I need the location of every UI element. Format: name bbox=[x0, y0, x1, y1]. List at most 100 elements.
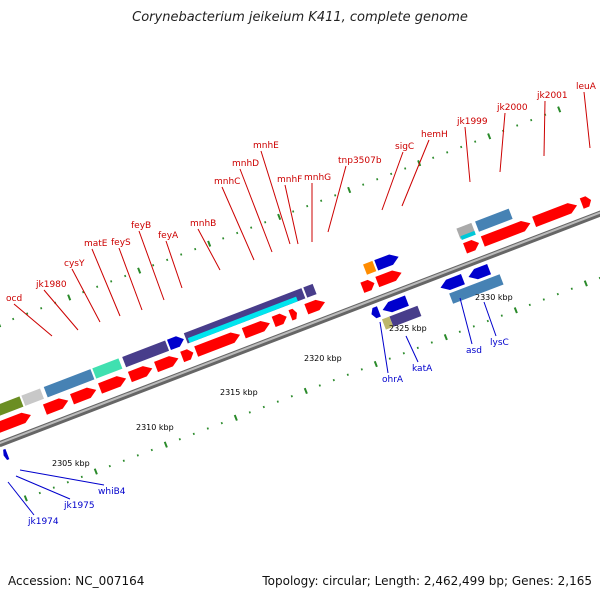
tick-mark bbox=[318, 384, 321, 387]
cds-arrow bbox=[463, 239, 480, 254]
tick-mark bbox=[180, 253, 183, 256]
leader-line bbox=[499, 112, 506, 173]
feature-shape bbox=[92, 358, 123, 379]
cds-arrow-shape bbox=[360, 279, 375, 293]
accession-text: Accession: NC_007164 bbox=[8, 574, 145, 588]
leader-line bbox=[405, 335, 419, 363]
gene-label-ocd: ocd bbox=[6, 294, 22, 304]
label-leaders bbox=[7, 91, 591, 516]
gene-label-jk1999: jk1999 bbox=[456, 117, 488, 127]
gene-label-feyS: feyS bbox=[111, 238, 131, 248]
gene-label-jk1980: jk1980 bbox=[35, 280, 67, 290]
tick-mark bbox=[557, 106, 562, 113]
cds-arrow-shape bbox=[463, 239, 480, 254]
cds-arrow-shape bbox=[532, 203, 578, 227]
map-title: Corynebacterium jeikeium K411, complete … bbox=[132, 10, 468, 25]
feature-shape bbox=[187, 296, 298, 343]
gene-label-leuA: leuA bbox=[576, 82, 597, 92]
leader-line bbox=[221, 186, 255, 261]
tick-mark bbox=[472, 325, 475, 328]
tick-mark bbox=[150, 448, 153, 452]
cds-arrow bbox=[579, 196, 592, 209]
cds-arrow-shape bbox=[271, 313, 287, 327]
tick-mark bbox=[530, 118, 533, 122]
tick-mark bbox=[542, 298, 545, 301]
gene-label-jk1975: jk1975 bbox=[63, 501, 95, 511]
tick-mark bbox=[320, 199, 323, 202]
gene-feature bbox=[43, 369, 95, 398]
tick-mark bbox=[250, 226, 253, 229]
cds-arrow-shape bbox=[480, 221, 531, 247]
gene-label-mnhD: mnhD bbox=[232, 159, 259, 169]
feature-shape bbox=[449, 274, 504, 304]
tick-mark bbox=[12, 317, 15, 321]
cds-arrow-shape bbox=[241, 320, 270, 339]
genome-summary-text: Topology: circular; Length: 2,462,499 bp… bbox=[262, 574, 592, 588]
cds-arrow-shape bbox=[288, 308, 297, 321]
scale-label: 2330 kbp bbox=[475, 293, 513, 302]
tick-mark bbox=[220, 421, 223, 425]
scale-label: 2315 kbp bbox=[220, 388, 258, 397]
tick-mark bbox=[82, 290, 85, 294]
tick-mark bbox=[362, 183, 365, 186]
tick-mark bbox=[194, 247, 197, 251]
leader-line bbox=[138, 230, 165, 301]
tick-mark bbox=[334, 194, 337, 197]
leader-line bbox=[381, 151, 404, 211]
tick-mark bbox=[108, 464, 111, 468]
gene-feature bbox=[92, 358, 123, 379]
cds-arrow bbox=[70, 387, 97, 405]
tick-mark bbox=[52, 486, 55, 489]
gene-label-jk1974: jk1974 bbox=[27, 517, 59, 527]
feature-shape bbox=[43, 369, 95, 398]
cds-arrow-shape bbox=[98, 376, 127, 394]
feature-shape bbox=[21, 388, 44, 406]
cds-arrow bbox=[288, 308, 297, 321]
cds-arrow-shape bbox=[166, 336, 184, 351]
cds-arrow bbox=[375, 270, 402, 288]
gene-label-mnhB: mnhB bbox=[190, 219, 216, 229]
tick-mark bbox=[346, 373, 349, 376]
tick-mark bbox=[556, 292, 559, 296]
tick-mark bbox=[277, 213, 282, 221]
cds-arrow-shape bbox=[42, 398, 69, 415]
leader-line bbox=[379, 321, 389, 374]
cds-arrow-shape bbox=[375, 270, 402, 288]
cds-arrow bbox=[360, 279, 375, 293]
gene-feature bbox=[166, 336, 184, 351]
tick-mark bbox=[166, 258, 169, 262]
leader-line bbox=[43, 289, 79, 331]
tick-mark bbox=[303, 387, 308, 395]
tick-mark bbox=[292, 210, 295, 213]
cds-arrow-shape bbox=[468, 263, 492, 280]
tick-mark bbox=[432, 156, 435, 159]
tick-mark bbox=[80, 475, 83, 479]
leader-line bbox=[15, 475, 71, 500]
gene-feature bbox=[440, 274, 465, 291]
gene-feature bbox=[3, 448, 10, 461]
gene-label-mnhC: mnhC bbox=[214, 177, 240, 187]
tick-mark bbox=[446, 151, 449, 154]
gene-label-ohrA: ohrA bbox=[382, 375, 404, 385]
gene-feature bbox=[187, 296, 298, 343]
leader-line bbox=[71, 268, 101, 323]
tick-mark bbox=[390, 172, 393, 176]
tick-mark bbox=[460, 145, 463, 149]
tick-mark bbox=[38, 491, 41, 495]
tick-mark bbox=[122, 459, 125, 462]
tick-mark bbox=[290, 395, 293, 398]
leader-line bbox=[165, 240, 183, 289]
tick-mark bbox=[26, 312, 29, 315]
gene-feature bbox=[389, 305, 422, 327]
gene-feature bbox=[460, 230, 476, 240]
tick-mark bbox=[93, 468, 98, 475]
cds-arrow-shape bbox=[127, 366, 153, 383]
tick-mark bbox=[178, 438, 181, 441]
gene-label-matE: matE bbox=[84, 239, 108, 249]
gene-label-asd: asd bbox=[466, 346, 482, 356]
tick-mark bbox=[124, 274, 127, 278]
tick-mark bbox=[192, 432, 195, 436]
gene-feature bbox=[363, 260, 377, 275]
